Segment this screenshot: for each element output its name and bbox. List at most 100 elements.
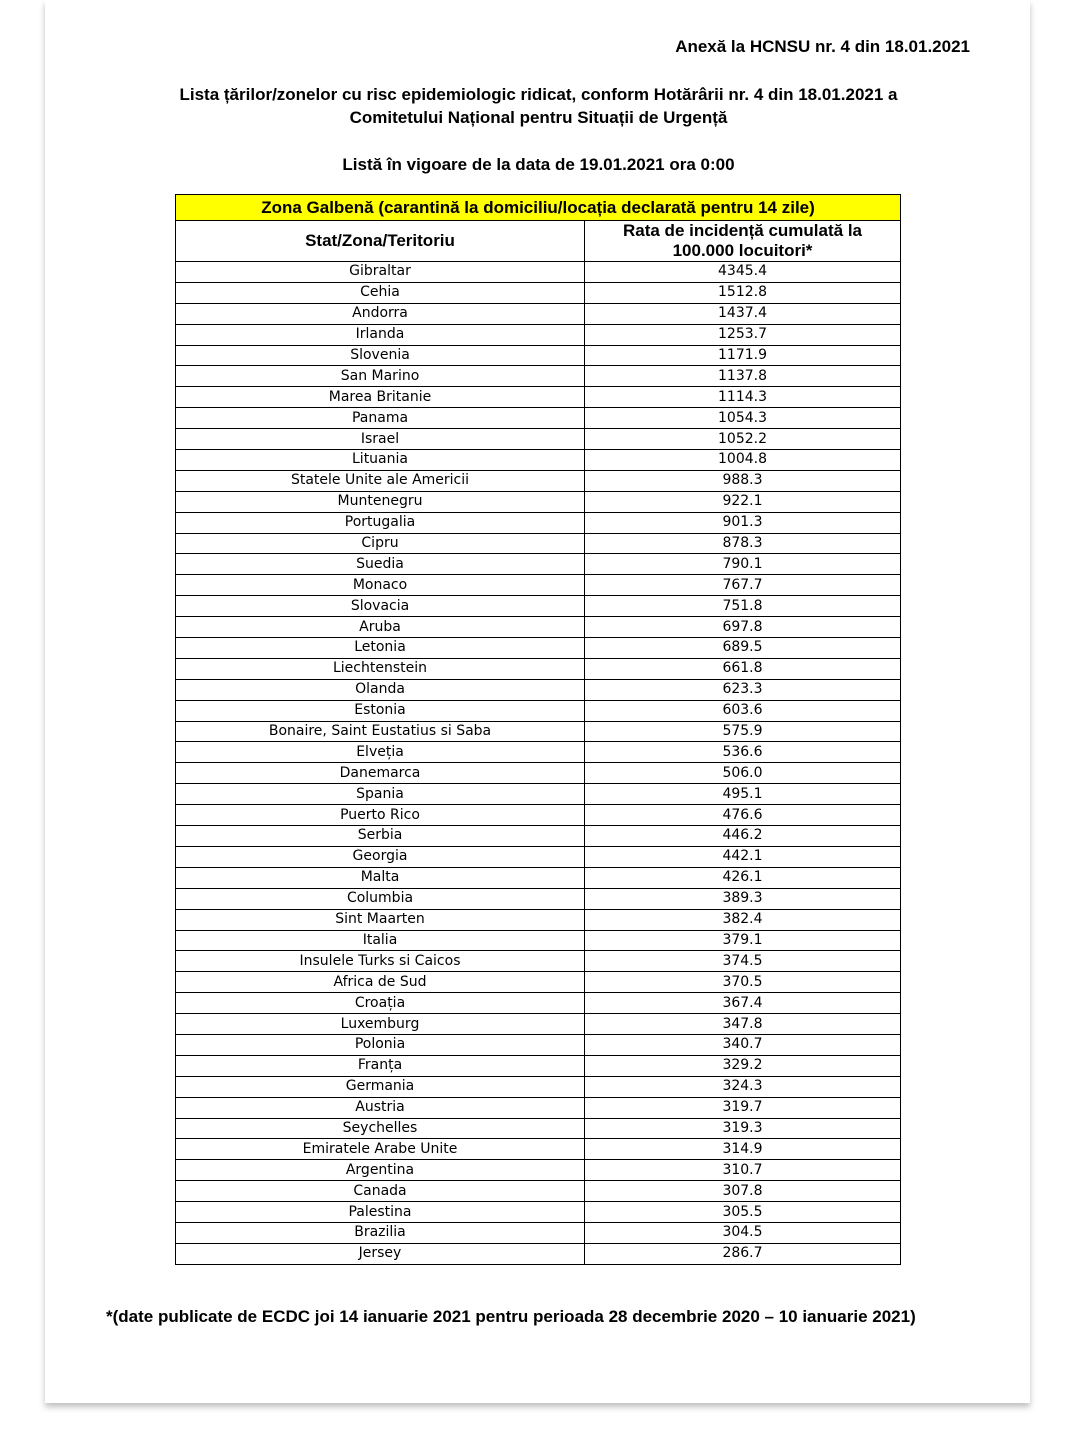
incidence-cell: 476.6 [584,804,901,827]
incidence-cell: 1171.9 [584,344,901,367]
table-row: Danemarca 506.0 [175,762,901,785]
country-cell: Croația [175,992,585,1015]
table-row: Aruba 697.8 [175,616,901,639]
country-cell: Statele Unite ale Americii [175,469,585,492]
country-cell: Irlanda [175,323,585,346]
incidence-cell: 1437.4 [584,302,901,325]
country-cell: Franța [175,1054,585,1077]
country-cell: Argentina [175,1159,585,1182]
table-row: Canada 307.8 [175,1180,901,1203]
country-cell: Columbia [175,887,585,910]
table-row: Gibraltar 4345.4 [175,261,901,283]
country-cell: Panama [175,407,585,430]
table-row: Suedia 790.1 [175,553,901,576]
table-row: Luxemburg 347.8 [175,1013,901,1035]
incidence-cell: 382.4 [584,908,901,931]
table-row: Slovacia 751.8 [175,595,901,618]
incidence-cell: 767.7 [584,574,901,597]
title-line-1: Lista țărilor/zonelor cu risc epidemiolo… [179,85,898,104]
country-cell: Gibraltar [175,261,585,283]
country-cell: Georgia [175,845,585,868]
country-cell: Puerto Rico [175,804,585,827]
incidence-cell: 286.7 [584,1242,901,1265]
table-row: Cehia 1512.8 [175,281,901,304]
country-cell: Polonia [175,1033,585,1056]
incidence-cell: 314.9 [584,1138,901,1161]
country-cell: Luxemburg [175,1013,585,1035]
incidence-cell: 4345.4 [584,261,901,283]
incidence-cell: 790.1 [584,553,901,576]
country-cell: Canada [175,1180,585,1203]
table-row: Panama 1054.3 [175,407,901,430]
table-row: Serbia 446.2 [175,825,901,847]
incidence-cell: 878.3 [584,532,901,555]
country-cell: Israel [175,428,585,451]
country-cell: Cipru [175,532,585,555]
country-cell: Danemarca [175,762,585,785]
table-row: Lituania 1004.8 [175,449,901,471]
incidence-cell: 495.1 [584,783,901,806]
country-cell: Brazilia [175,1221,585,1244]
country-cell: Bonaire, Saint Eustatius si Saba [175,720,585,743]
incidence-cell: 1137.8 [584,365,901,388]
country-cell: Lituania [175,449,585,471]
table-row: Croația 367.4 [175,992,901,1015]
country-cell: Portugalia [175,511,585,534]
country-cell: Slovacia [175,595,585,618]
country-cell: Germania [175,1075,585,1098]
table-row: Sint Maarten 382.4 [175,908,901,931]
incidence-cell: 689.5 [584,637,901,659]
table-row: Seychelles 319.3 [175,1117,901,1140]
country-cell: Africa de Sud [175,971,585,994]
table-row: Argentina 310.7 [175,1159,901,1182]
country-cell: San Marino [175,365,585,388]
incidence-cell: 697.8 [584,616,901,639]
country-cell: Serbia [175,825,585,847]
country-cell: Slovenia [175,344,585,367]
incidence-cell: 340.7 [584,1033,901,1056]
table-row: Georgia 442.1 [175,845,901,868]
incidence-cell: 603.6 [584,699,901,722]
column-header-incidence: Rata de incidență cumulată la 100.000 loc… [584,220,901,262]
incidence-cell: 623.3 [584,678,901,701]
table-row: Brazilia 304.5 [175,1221,901,1244]
table-row: Marea Britanie 1114.3 [175,386,901,409]
table-row: Franța 329.2 [175,1054,901,1077]
incidence-cell: 310.7 [584,1159,901,1182]
incidence-cell: 1512.8 [584,281,901,304]
incidence-cell: 389.3 [584,887,901,910]
table-row: Jersey 286.7 [175,1242,901,1265]
country-cell: Elveția [175,741,585,764]
table-row: San Marino 1137.8 [175,365,901,388]
table-row: Columbia 389.3 [175,887,901,910]
table-row: Austria 319.7 [175,1096,901,1119]
table-row: Polonia 340.7 [175,1033,901,1056]
incidence-cell: 307.8 [584,1180,901,1203]
incidence-cell: 347.8 [584,1013,901,1035]
country-cell: Italia [175,929,585,952]
table-row: Slovenia 1171.9 [175,344,901,367]
table-row: Emiratele Arabe Unite 314.9 [175,1138,901,1161]
incidence-cell: 1114.3 [584,386,901,409]
table-row: Israel 1052.2 [175,428,901,451]
incidence-cell: 446.2 [584,825,901,847]
table-row: Germania 324.3 [175,1075,901,1098]
table-row: Portugalia 901.3 [175,511,901,534]
table-row: Muntenegru 922.1 [175,490,901,513]
country-cell: Cehia [175,281,585,304]
table-row: Monaco 767.7 [175,574,901,597]
country-cell: Estonia [175,699,585,722]
country-cell: Suedia [175,553,585,576]
table-row: Andorra 1437.4 [175,302,901,325]
country-cell: Monaco [175,574,585,597]
incidence-cell: 661.8 [584,657,901,680]
footnote: *(date publicate de ECDC joi 14 ianuarie… [106,1307,916,1326]
document-subtitle: Listă în vigoare de la data de 19.01.202… [342,155,735,174]
table-row: Olanda 623.3 [175,678,901,701]
zone-header: Zona Galbenă (carantină la domiciliu/loc… [175,194,901,221]
incidence-cell: 319.7 [584,1096,901,1119]
incidence-cell: 575.9 [584,720,901,743]
country-cell: Malta [175,866,585,889]
table-row: Statele Unite ale Americii 988.3 [175,469,901,492]
country-cell: Spania [175,783,585,806]
